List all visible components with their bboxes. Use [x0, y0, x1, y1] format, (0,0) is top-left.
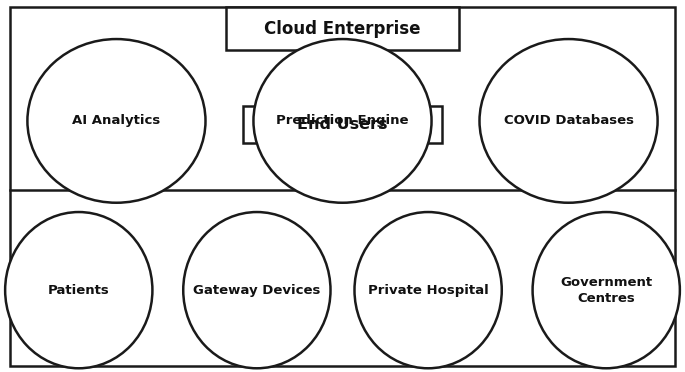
FancyBboxPatch shape [226, 7, 459, 50]
FancyBboxPatch shape [10, 7, 675, 366]
Text: COVID Databases: COVID Databases [503, 115, 634, 127]
Text: Patients: Patients [48, 284, 110, 296]
Ellipse shape [27, 39, 206, 203]
Ellipse shape [533, 212, 680, 368]
Text: Cloud Enterprise: Cloud Enterprise [264, 20, 421, 38]
Text: AI Analytics: AI Analytics [73, 115, 160, 127]
Text: Government
Centres: Government Centres [560, 276, 652, 305]
Ellipse shape [479, 39, 658, 203]
Text: Gateway Devices: Gateway Devices [193, 284, 321, 296]
Text: End Users: End Users [297, 117, 388, 132]
Text: Private Hospital: Private Hospital [368, 284, 488, 296]
Ellipse shape [184, 212, 330, 368]
Ellipse shape [253, 39, 432, 203]
FancyBboxPatch shape [243, 106, 442, 143]
Text: Prediction Engine: Prediction Engine [276, 115, 409, 127]
Ellipse shape [355, 212, 501, 368]
Ellipse shape [5, 212, 153, 368]
